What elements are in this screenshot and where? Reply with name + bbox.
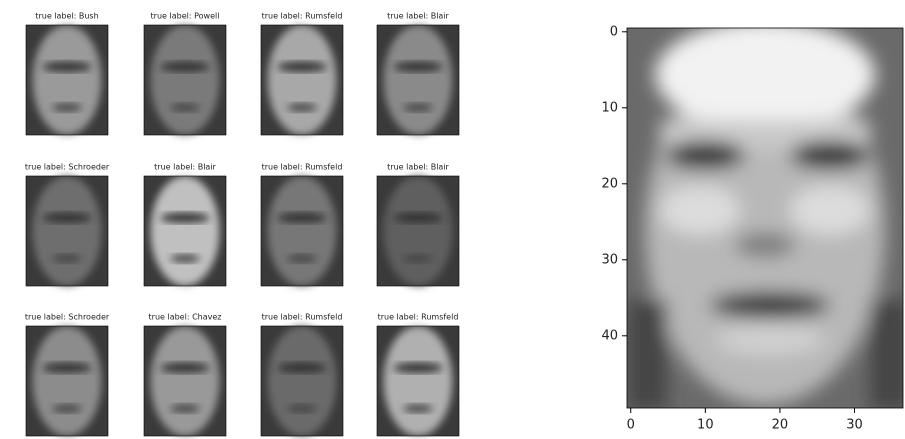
y-tick-label: 20	[601, 176, 618, 191]
face-shape	[151, 326, 220, 436]
face-shape	[33, 326, 102, 436]
face-image	[144, 326, 226, 436]
image-title: true label: Blair	[387, 163, 449, 172]
face-eyes	[393, 213, 442, 223]
mean-face-axes: 0 10 20 30 0 10 20 30 40	[601, 20, 905, 433]
face-mouth	[170, 255, 200, 263]
face-mouth	[52, 255, 82, 263]
face-shape	[151, 25, 220, 135]
face-mouth	[403, 255, 433, 263]
image-title: true label: Blair	[154, 163, 216, 172]
face-shape	[384, 25, 453, 135]
image-title: true label: Schroeder	[25, 163, 110, 172]
face-image	[261, 25, 343, 135]
x-tick-label: 10	[697, 418, 714, 433]
face-grid: true label: Bush true label: Powell true l…	[25, 12, 459, 437]
image-title: true label: Rumsfeld	[262, 313, 343, 322]
face-mouth	[287, 255, 317, 263]
face-mouth	[170, 405, 200, 413]
face-eyes	[277, 62, 326, 72]
image-title: true label: Rumsfeld	[378, 313, 459, 322]
face-eyes	[160, 213, 209, 223]
face-mouth	[403, 405, 433, 413]
y-tick-label: 40	[601, 328, 618, 343]
face-shape	[151, 176, 220, 286]
face-shape	[33, 176, 102, 286]
image-title: true label: Powell	[151, 12, 220, 21]
image-title: true label: Chavez	[149, 313, 222, 322]
y-tick-label: 0	[610, 24, 618, 39]
face-eyes	[277, 213, 326, 223]
face-mouth	[170, 104, 200, 112]
face-mouth	[287, 405, 317, 413]
face-eyes	[277, 363, 326, 373]
face-shape	[384, 326, 453, 436]
face-image	[26, 326, 108, 436]
face-eyes	[393, 62, 442, 72]
face-shape	[268, 326, 337, 436]
face-eyes	[393, 363, 442, 373]
x-tick-label: 20	[772, 418, 789, 433]
face-image	[26, 176, 108, 286]
figure: true label: Bush true label: Powell true l…	[0, 0, 905, 439]
x-tick-label: 30	[846, 418, 863, 433]
face-image	[144, 25, 226, 135]
face-mouth	[287, 104, 317, 112]
x-tick-label: 0	[627, 418, 635, 433]
face-mouth	[52, 104, 82, 112]
image-title: true label: Schroeder	[25, 313, 110, 322]
face-shape	[384, 176, 453, 286]
image-title: true label: Rumsfeld	[262, 12, 343, 21]
face-eyes	[42, 213, 91, 223]
face-mouth	[52, 405, 82, 413]
face-image	[261, 176, 343, 286]
face-image	[26, 25, 108, 135]
face-eyes	[42, 62, 91, 72]
mean-face-image	[627, 20, 905, 410]
y-tick-label: 30	[601, 252, 618, 267]
image-title: true label: Bush	[35, 12, 98, 21]
face-image	[377, 25, 459, 135]
face-shape	[268, 25, 337, 135]
face-shape	[268, 176, 337, 286]
face-eyes	[160, 363, 209, 373]
face-eyes	[42, 363, 91, 373]
face-image	[144, 176, 226, 286]
image-title: true label: Rumsfeld	[262, 163, 343, 172]
face-image	[377, 326, 459, 436]
face-mouth	[403, 104, 433, 112]
face-shape	[33, 25, 102, 135]
image-title: true label: Blair	[387, 12, 449, 21]
face-image	[377, 176, 459, 286]
face-eyes	[160, 62, 209, 72]
face-image	[261, 326, 343, 436]
y-tick-label: 10	[601, 100, 618, 115]
